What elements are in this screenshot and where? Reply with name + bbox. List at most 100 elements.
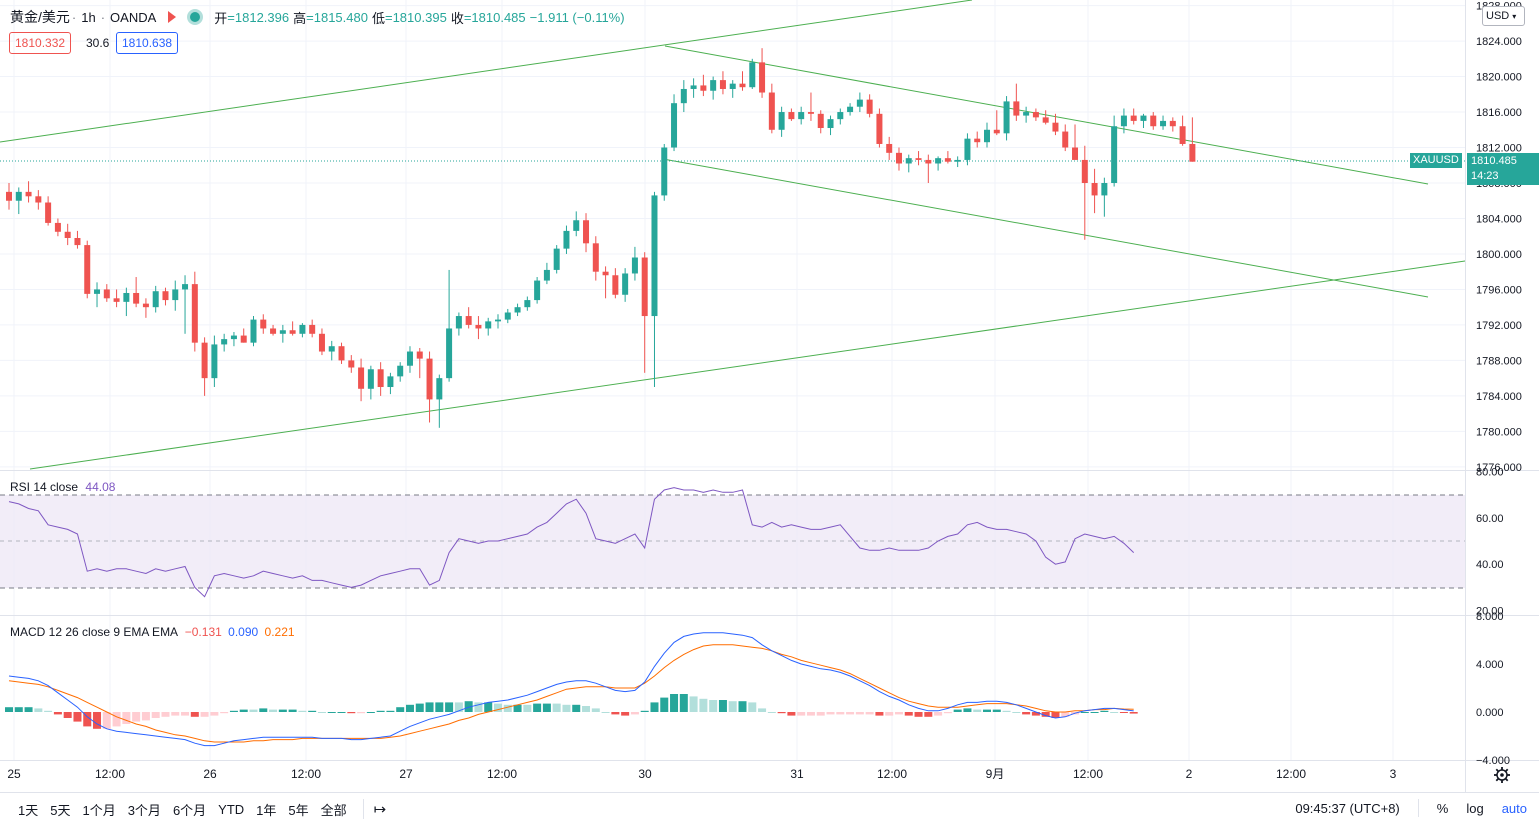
time-axis[interactable]: 25 12:00 26 12:00 27 12:00 30 31 12:00 9月 12:00 2 12… bbox=[7, 767, 1396, 781]
candle-body bbox=[1081, 159, 1088, 183]
candle-body bbox=[1013, 101, 1020, 116]
candle-body bbox=[387, 376, 394, 388]
trend-lines[interactable] bbox=[0, 0, 1466, 470]
candle-body bbox=[573, 220, 580, 231]
timeframe-3m[interactable]: 3个月 bbox=[127, 802, 161, 818]
macd-histogram-bar bbox=[396, 707, 405, 712]
macd-signal-value: 0.221 bbox=[264, 625, 295, 639]
clock-display[interactable]: 09:45:37 (UTC+8) bbox=[1295, 800, 1400, 816]
candle-body bbox=[886, 143, 893, 153]
timeframe-5d[interactable]: 5天 bbox=[50, 802, 71, 818]
macd-histogram-bar bbox=[787, 712, 796, 716]
macd-histogram-bar bbox=[943, 712, 952, 714]
timeframe-5y[interactable]: 5年 bbox=[288, 802, 309, 818]
timeframe-ytd[interactable]: YTD bbox=[218, 801, 245, 817]
candle-body bbox=[113, 298, 120, 302]
timeframe-6m[interactable]: 6个月 bbox=[172, 802, 207, 818]
candle-body bbox=[377, 369, 384, 388]
rsi-label[interactable]: RSI 14 close bbox=[10, 480, 79, 494]
candle-body bbox=[201, 342, 208, 379]
candle-body bbox=[465, 316, 472, 325]
percent-toggle[interactable]: % bbox=[1436, 800, 1449, 816]
macd-histogram-bar bbox=[249, 709, 258, 712]
macd-histogram-bar bbox=[953, 709, 962, 712]
symbol-name[interactable]: 黄金/美元 bbox=[10, 9, 70, 25]
candle-body bbox=[944, 158, 951, 162]
candle-body bbox=[211, 344, 218, 379]
macd-histogram-bar bbox=[1022, 712, 1031, 715]
log-toggle[interactable]: log bbox=[1466, 800, 1484, 816]
macd-histogram-bar bbox=[220, 712, 229, 714]
settings-gear-icon[interactable] bbox=[1494, 767, 1510, 783]
goto-date-icon[interactable]: ↦ bbox=[373, 801, 387, 818]
high-label: 高 bbox=[293, 10, 307, 26]
rsi-axis[interactable]: 80.00 60.00 40.00 20.00 bbox=[1476, 466, 1504, 617]
candle-body bbox=[563, 230, 570, 249]
macd-histogram-bar bbox=[1110, 712, 1119, 713]
macd-hist-value: −0.131 bbox=[184, 625, 222, 639]
ask-price-button[interactable]: 1810.638 bbox=[116, 32, 179, 54]
macd-histogram-bar bbox=[1119, 712, 1128, 713]
macd-histogram-bar bbox=[73, 712, 82, 722]
auto-toggle[interactable]: auto bbox=[1501, 800, 1527, 816]
macd-label[interactable]: MACD 12 26 close 9 EMA EMA bbox=[10, 625, 178, 639]
descending-upper-line[interactable] bbox=[664, 45, 1429, 185]
channel-lower-line[interactable] bbox=[29, 260, 1466, 470]
channel-upper-line[interactable] bbox=[0, 0, 973, 143]
candle-body bbox=[475, 324, 482, 329]
descending-lower-line[interactable] bbox=[662, 158, 1429, 298]
macd-histogram-bar bbox=[679, 694, 688, 712]
timeframe-1y[interactable]: 1年 bbox=[256, 802, 277, 818]
rsi-axis-label: 40.00 bbox=[1476, 559, 1504, 571]
macd-axis-label: −4.000 bbox=[1476, 755, 1510, 767]
macd-histogram-bar bbox=[748, 702, 757, 712]
macd-histogram-bar bbox=[855, 712, 864, 715]
price-axis[interactable]: 1828.0001824.0001820.0001816.0001812.000… bbox=[1476, 1, 1522, 474]
macd-axis[interactable]: 8.000 4.000 0.000 −4.000 bbox=[1476, 611, 1510, 767]
currency-select[interactable]: USD ▾ bbox=[1482, 6, 1525, 26]
candle-body bbox=[1032, 112, 1039, 118]
candle-body bbox=[94, 289, 101, 294]
candle-body bbox=[710, 80, 717, 91]
candle-body bbox=[426, 358, 433, 400]
macd-histogram-bar bbox=[288, 709, 297, 712]
timeframe-1m[interactable]: 1个月 bbox=[82, 802, 116, 818]
rsi-value: 44.08 bbox=[85, 480, 116, 494]
bottom-right-tools: 09:45:37 (UTC+8) % log auto bbox=[1295, 799, 1527, 817]
macd-line bbox=[8, 632, 1134, 747]
interval-label[interactable]: 1h bbox=[81, 9, 96, 25]
macd-histogram-bar bbox=[278, 709, 287, 712]
macd-histogram-bar bbox=[582, 706, 591, 712]
price-axis-label: 1804.000 bbox=[1476, 213, 1522, 225]
candle-body bbox=[1169, 120, 1176, 127]
candle-body bbox=[182, 284, 189, 290]
current-price-tag: 1810.485 14:23 bbox=[1467, 153, 1539, 185]
macd-histogram-bar bbox=[709, 700, 718, 712]
timeframe-1d[interactable]: 1天 bbox=[18, 802, 39, 818]
time-axis-label: 25 bbox=[7, 767, 21, 781]
macd-histogram-bar bbox=[327, 712, 336, 713]
candle-body bbox=[221, 339, 228, 345]
candle-body bbox=[328, 346, 335, 352]
macd-histogram-bar bbox=[1080, 712, 1089, 713]
candle-body bbox=[6, 191, 12, 201]
macd-histogram-bar bbox=[992, 709, 1001, 712]
candle-body bbox=[152, 291, 159, 308]
low-value: =1810.395 bbox=[384, 9, 447, 25]
candle-body bbox=[309, 324, 316, 334]
candle-body bbox=[954, 159, 961, 162]
flag-icon[interactable] bbox=[168, 11, 177, 23]
close-label: 收 bbox=[450, 10, 464, 26]
macd-histogram-bar bbox=[435, 702, 444, 712]
macd-histogram-bar bbox=[132, 712, 141, 722]
macd-histogram-bar bbox=[308, 710, 317, 712]
bid-price-button[interactable]: 1810.332 bbox=[9, 32, 72, 54]
candle-body bbox=[299, 324, 306, 334]
candle-body bbox=[260, 319, 267, 329]
market-status-icon[interactable] bbox=[190, 12, 201, 22]
macd-histogram-bar bbox=[239, 709, 248, 712]
timeframe-all[interactable]: 全部 bbox=[320, 802, 347, 818]
candle-body bbox=[1042, 117, 1049, 123]
price-axis-label: 1776.000 bbox=[1476, 462, 1522, 474]
